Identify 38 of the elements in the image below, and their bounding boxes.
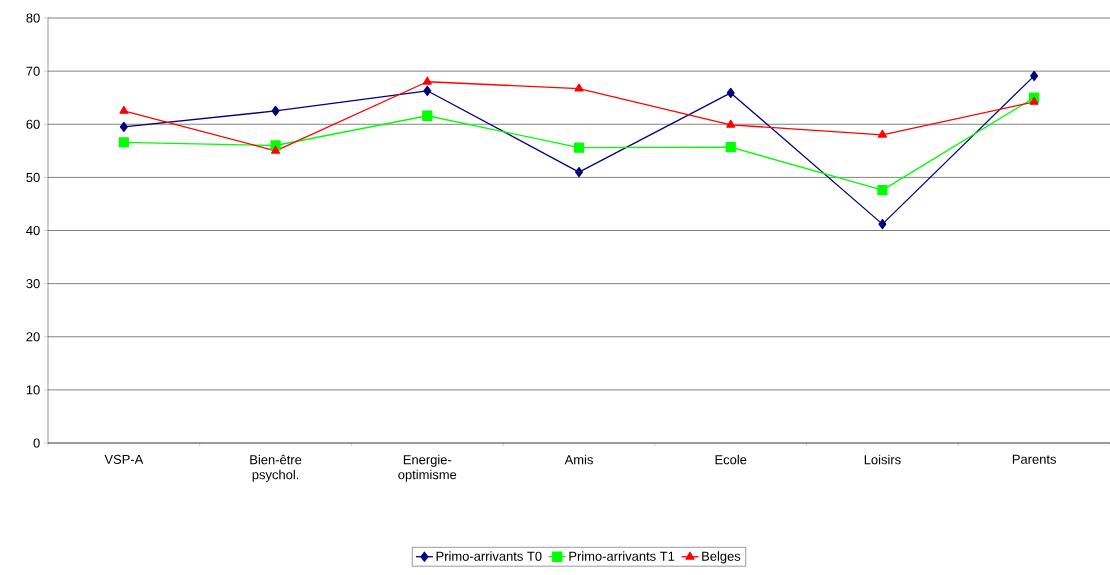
x-tick-label: VSP-A bbox=[104, 454, 144, 464]
x-tick-label: Amis bbox=[564, 454, 593, 465]
x-tick-label: Loisirs bbox=[864, 454, 901, 465]
point bbox=[574, 166, 584, 178]
point bbox=[119, 121, 128, 133]
y-tick-label: 30 bbox=[26, 279, 40, 289]
y-tick-label: 20 bbox=[26, 332, 40, 342]
y-tick-label: 0 bbox=[33, 438, 40, 448]
x-tick-label: Energie-optimisme bbox=[398, 454, 457, 482]
point bbox=[574, 83, 584, 92]
y-tick-label: 70 bbox=[26, 66, 40, 76]
point bbox=[725, 141, 736, 153]
legend-label: Primo-arrivants T0 bbox=[436, 551, 542, 561]
point bbox=[271, 105, 280, 117]
point bbox=[878, 218, 887, 230]
point bbox=[1029, 96, 1039, 105]
point bbox=[877, 184, 888, 196]
point bbox=[271, 145, 281, 154]
point bbox=[726, 87, 735, 99]
legend-label: Primo-arrivants T1 bbox=[569, 551, 675, 561]
x-tick-label: Ecole bbox=[715, 454, 747, 465]
y-tick-label: 60 bbox=[26, 119, 40, 129]
point bbox=[1030, 70, 1039, 82]
point bbox=[422, 76, 432, 85]
point bbox=[423, 85, 432, 96]
point bbox=[877, 129, 887, 138]
x-tick-label: Parents bbox=[1012, 454, 1057, 464]
x-tick-label: Bien-être psychol. bbox=[250, 454, 302, 482]
point bbox=[422, 110, 433, 121]
point bbox=[726, 119, 736, 128]
legend-label: Belges bbox=[702, 551, 741, 564]
point bbox=[119, 105, 129, 114]
point bbox=[118, 137, 129, 148]
point bbox=[573, 142, 585, 153]
y-tick-label: 50 bbox=[26, 172, 40, 182]
y-tick-label: 10 bbox=[26, 385, 40, 395]
y-tick-label: 40 bbox=[26, 225, 40, 236]
y-tick-label: 80 bbox=[26, 13, 40, 23]
